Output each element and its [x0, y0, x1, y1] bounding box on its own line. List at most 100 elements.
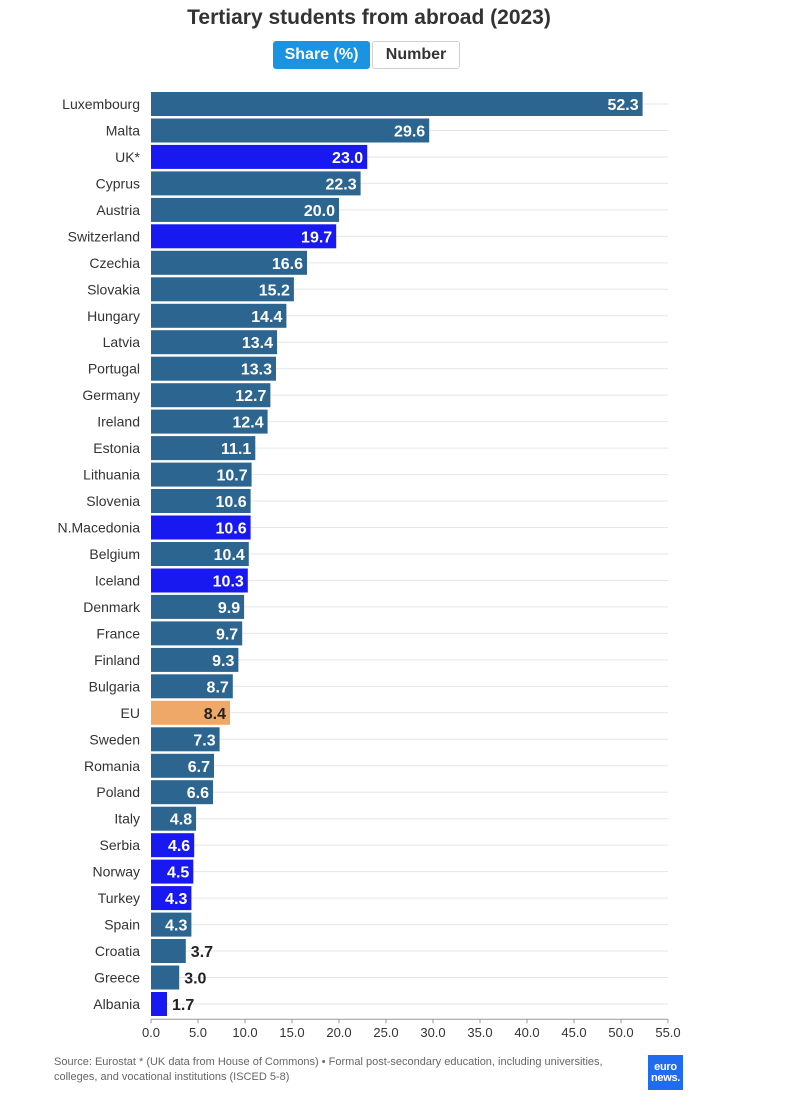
value-label: 10.6 [215, 494, 246, 511]
bar-chart: Luxembourg 52.3 Malta 29.6 UK* 23.0 Cyprus 22.3… [58, 92, 681, 1040]
value-label: 10.7 [216, 468, 247, 485]
value-label: 7.3 [193, 732, 215, 749]
category-label: Estonia [93, 440, 140, 456]
bar [151, 806, 197, 831]
x-tick-label: 35.0 [467, 1025, 492, 1040]
bar [151, 912, 192, 937]
bar [151, 92, 643, 116]
value-label: 10.6 [215, 521, 246, 538]
category-label: Portugal [88, 361, 140, 377]
value-label: 23.0 [332, 150, 363, 167]
bar [151, 965, 180, 990]
category-label: Denmark [83, 599, 141, 615]
bar [151, 674, 233, 699]
bar [151, 886, 192, 911]
category-label: Slovenia [86, 493, 140, 509]
share-toggle-button[interactable]: Share (%) [273, 41, 370, 69]
value-label: 10.4 [214, 547, 245, 564]
value-label: 8.7 [207, 679, 229, 696]
x-tick-label: 5.0 [189, 1025, 207, 1040]
value-label: 4.6 [168, 838, 190, 855]
x-tick-label: 25.0 [373, 1025, 398, 1040]
bar [151, 542, 249, 566]
category-label: Latvia [103, 334, 141, 350]
category-label: Turkey [98, 890, 140, 906]
bar [151, 647, 239, 672]
bar [151, 939, 186, 963]
number-toggle-button[interactable]: Number [372, 41, 460, 69]
category-label: Greece [94, 970, 140, 986]
x-tick-label: 20.0 [326, 1025, 351, 1040]
bar [151, 992, 167, 1016]
bar [151, 277, 294, 302]
bar [151, 727, 220, 752]
category-label: Italy [114, 811, 140, 827]
category-label: Austria [96, 202, 140, 218]
category-label: Sweden [89, 731, 140, 747]
category-label: Poland [96, 784, 140, 800]
category-label: EU [121, 705, 140, 721]
category-label: Albania [93, 996, 140, 1012]
value-label: 11.1 [221, 441, 251, 458]
chart-title: Tertiary students from abroad (2023) [187, 6, 551, 29]
value-label: 20.0 [304, 203, 335, 220]
value-label: 4.3 [165, 891, 187, 908]
category-label: Bulgaria [89, 678, 141, 694]
category-label: UK* [115, 149, 140, 165]
category-label: N.Macedonia [58, 520, 141, 536]
bar [151, 383, 271, 408]
category-label: Switzerland [68, 228, 140, 244]
category-label: Slovakia [87, 281, 140, 297]
category-label: Romania [84, 758, 140, 774]
bar [151, 409, 268, 434]
bar [151, 330, 277, 355]
category-label: Luxembourg [62, 96, 140, 112]
bar [151, 568, 248, 593]
value-label: 6.6 [187, 785, 209, 802]
value-label: 52.3 [607, 97, 638, 114]
category-label: Malta [106, 123, 140, 139]
x-tick-label: 40.0 [514, 1025, 539, 1040]
value-label: 3.7 [191, 944, 213, 961]
value-label: 9.9 [218, 600, 240, 617]
x-tick-label: 30.0 [420, 1025, 445, 1040]
category-label: Belgium [89, 546, 140, 562]
bar [151, 224, 337, 249]
euronews-logo: euro news. [648, 1055, 683, 1090]
value-label: 15.2 [259, 282, 290, 299]
bar [151, 303, 287, 328]
logo-line-1: euro [654, 1060, 677, 1073]
bar [151, 250, 307, 275]
value-label: 10.3 [213, 574, 244, 591]
bar [151, 621, 243, 646]
bar [151, 356, 276, 381]
category-label: Cyprus [96, 175, 140, 191]
value-label: 4.5 [167, 865, 189, 882]
bar [151, 700, 230, 725]
value-label: 29.6 [394, 124, 425, 141]
x-tick-label: 45.0 [561, 1025, 586, 1040]
value-label: 8.4 [204, 706, 226, 723]
bar [151, 594, 245, 619]
value-label: 4.3 [165, 918, 187, 935]
bar [151, 489, 251, 513]
bar [151, 144, 368, 169]
value-label: 13.3 [241, 362, 272, 379]
bar [151, 171, 361, 196]
metric-toggle: Share (%) Number [273, 41, 460, 69]
value-label: 16.6 [272, 256, 303, 273]
bar [151, 436, 256, 461]
bar [151, 197, 339, 222]
bar [151, 833, 195, 858]
value-label: 1.7 [172, 997, 194, 1014]
value-label: 6.7 [188, 759, 210, 776]
category-label: Norway [93, 864, 140, 880]
value-label: 19.7 [301, 229, 332, 246]
x-tick-label: 15.0 [279, 1025, 304, 1040]
category-label: Czechia [89, 255, 140, 271]
x-tick-label: 55.0 [655, 1025, 680, 1040]
x-tick-label: 10.0 [232, 1025, 257, 1040]
category-label: Iceland [95, 573, 140, 589]
category-label: Germany [82, 387, 140, 403]
logo-line-2: news. [650, 1071, 681, 1084]
